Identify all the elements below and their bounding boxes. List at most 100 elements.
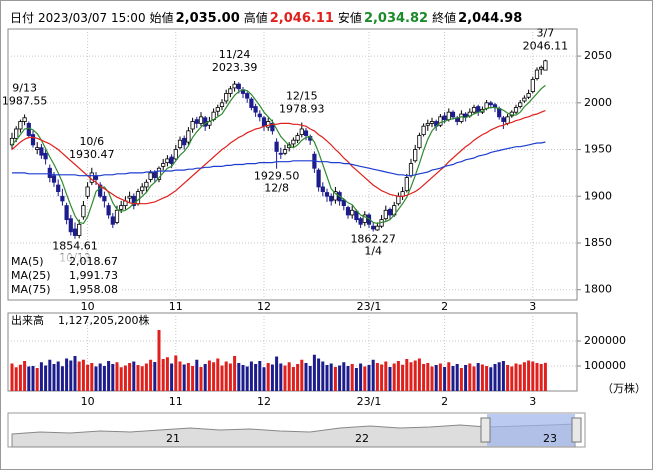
volume-bar <box>476 363 480 391</box>
volume-bar <box>359 363 363 391</box>
navigator-label: 23 <box>543 432 557 445</box>
volume-bar <box>14 367 18 391</box>
volume-bar <box>401 364 405 391</box>
annotation-value: 1930.47 <box>69 148 115 161</box>
volume-bar <box>350 364 354 391</box>
volume-bar <box>149 359 153 391</box>
candle-body <box>534 69 540 79</box>
y-tick-label: 1800 <box>584 283 612 296</box>
candle-body <box>413 149 418 162</box>
volume-bar <box>102 366 106 391</box>
volume-bar <box>459 368 463 391</box>
candle-body <box>488 102 493 106</box>
legend-name: MA(25) <box>11 269 51 282</box>
annotation-date: 1/4 <box>364 245 382 258</box>
volume-bar <box>522 362 526 391</box>
candle-body <box>442 115 447 121</box>
volume-bar <box>73 356 77 391</box>
candle-body <box>253 106 258 113</box>
annotation-value: 1854.61 <box>52 240 98 253</box>
candle-body <box>539 66 544 70</box>
header-text: 安値 <box>338 10 362 25</box>
legend-value: 1,991.73 <box>69 269 118 282</box>
volume-bar <box>388 367 392 391</box>
volume-bar <box>132 361 136 391</box>
volume-bar <box>392 363 396 391</box>
volume-bar <box>119 367 123 391</box>
volume-bar <box>212 362 216 391</box>
volume-bar <box>94 366 98 391</box>
volume-bar <box>254 364 258 391</box>
volume-bar <box>249 361 253 391</box>
volume-bar <box>77 361 81 391</box>
volume-bar <box>409 362 413 391</box>
volume-bar <box>434 365 438 391</box>
volume-bar <box>182 364 186 391</box>
volume-bar <box>224 361 228 391</box>
x-tick-label: 23/1 <box>357 395 382 408</box>
candle-body <box>60 195 65 202</box>
x-tick-label: 11 <box>169 300 183 313</box>
candle-body <box>345 207 351 216</box>
volume-bar <box>233 356 237 391</box>
volume-bar <box>405 359 409 391</box>
candle-body <box>396 195 401 205</box>
candle-body <box>169 156 174 164</box>
candle-body <box>35 147 40 150</box>
volume-bar <box>81 359 85 391</box>
candle-body <box>81 205 86 218</box>
volume-bar <box>203 364 207 391</box>
volume-bar <box>31 366 35 391</box>
header-text: 2,044.98 <box>458 11 522 26</box>
candle-body <box>85 186 90 197</box>
candle-body <box>26 122 31 136</box>
volume-bar <box>447 362 451 391</box>
candle-body <box>56 184 61 193</box>
volume-bar <box>287 362 291 391</box>
candle-body <box>471 107 477 113</box>
candle-body <box>417 135 422 149</box>
x-tick-label: 2 <box>441 395 448 408</box>
volume-bar <box>170 363 174 391</box>
navigator-handle[interactable] <box>571 417 582 443</box>
candle-body <box>387 208 393 216</box>
header-text: 2,034.82 <box>364 11 428 26</box>
candle-body <box>198 116 204 124</box>
volume-bar <box>333 367 337 391</box>
volume-bar <box>136 365 140 391</box>
navigator-selection[interactable] <box>487 414 575 446</box>
volume-bar <box>518 364 522 391</box>
candle-body <box>320 186 325 192</box>
x-tick-label: 11 <box>169 395 183 408</box>
legend-name: MA(75) <box>11 283 51 296</box>
volume-bar <box>27 366 31 391</box>
candle-body <box>543 60 548 71</box>
navigator[interactable]: 21 22 23 <box>7 412 586 448</box>
candle-body <box>114 209 120 223</box>
navigator-handle[interactable] <box>480 417 491 443</box>
candle-body <box>177 139 183 149</box>
volume-bar <box>283 365 287 391</box>
candle-body <box>446 111 451 121</box>
candle-body <box>144 181 149 188</box>
volume-bar <box>191 366 195 391</box>
annotation-value: 1862.27 <box>350 233 396 246</box>
candle-body <box>98 184 103 197</box>
candle-body <box>173 149 178 160</box>
volume-bar <box>493 364 497 391</box>
candle-body <box>303 130 309 136</box>
candle-body <box>450 111 456 118</box>
volume-bar <box>430 366 434 391</box>
x-tick-label: 23/1 <box>357 300 382 313</box>
volume-bar <box>266 363 270 391</box>
candle-body <box>165 158 170 164</box>
candle-body <box>513 107 519 113</box>
candle-body <box>375 225 380 231</box>
header-text: 終値 <box>432 10 456 25</box>
candle-body <box>274 141 279 152</box>
candle-body <box>14 128 19 139</box>
candle-body <box>131 195 136 207</box>
x-tick-label: 10 <box>81 395 95 408</box>
volume-bar <box>161 359 165 391</box>
